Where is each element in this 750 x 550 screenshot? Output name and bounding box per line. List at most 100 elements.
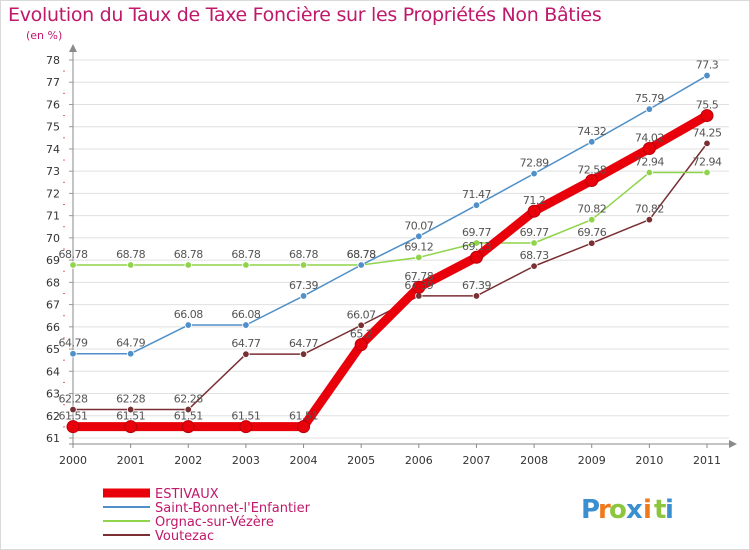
y-tick-label-62: 62: [46, 410, 60, 423]
y-axis-arrow: [69, 44, 77, 52]
brand-letter-2: o: [609, 495, 627, 525]
data-point-2-3: [242, 261, 250, 269]
y-tick-label-74: 74: [46, 143, 60, 156]
data-point-0-8: [527, 204, 541, 218]
y-tick-label-68: 68: [46, 276, 60, 289]
data-label-2-9: 70.82: [577, 203, 606, 216]
chart-title: Evolution du Taux de Taxe Foncière sur l…: [8, 4, 602, 26]
data-point-1-5: [357, 261, 365, 269]
data-label-1-5: 68.78: [347, 248, 376, 261]
data-point-1-9: [588, 138, 596, 146]
data-label-3-0: 62.28: [59, 393, 88, 406]
data-label-3-10: 70.82: [635, 203, 664, 216]
data-point-3-7: [472, 292, 481, 300]
x-tick-label-2008: 2008: [520, 454, 548, 467]
data-point-0-11: [700, 109, 714, 123]
chart-subtitle: (en %): [26, 29, 63, 42]
data-point-2-9: [588, 215, 596, 224]
y-tick-label-61: 61: [46, 432, 60, 445]
data-labels: 61.51 61.51 61.51 61.51 61.51 65.2 67.78 69.13 7…: [59, 59, 723, 423]
data-label-0-1: 61.51: [116, 410, 145, 423]
data-label-1-3: 66.08: [231, 308, 260, 321]
data-label-0-4: 61.51: [289, 410, 318, 423]
y-tick-label-77: 77: [46, 76, 60, 89]
x-tick-labels: 2000 2001 2002 2003 2004 2005 2006 2007 2008 2009…: [59, 454, 721, 467]
data-point-1-0: [69, 350, 77, 358]
data-point-3-11: [703, 139, 711, 148]
data-label-1-7: 71.47: [462, 188, 491, 201]
series-line-1: [72, 74, 708, 355]
series-lines: [68, 74, 712, 432]
data-point-2-10: [645, 168, 654, 177]
data-point-0-2: [181, 420, 195, 434]
data-point-0-10: [642, 141, 656, 155]
data-label-3-4: 64.77: [289, 337, 318, 350]
data-point-3-5: [357, 321, 365, 329]
data-label-1-9: 74.32: [577, 125, 606, 138]
x-tick-label-2004: 2004: [290, 454, 318, 467]
data-label-3-7: 67.39: [462, 279, 491, 292]
data-label-1-4: 67.39: [289, 279, 318, 292]
brand-letter-1: r: [598, 495, 611, 525]
y-tick-label-76: 76: [46, 98, 60, 111]
y-tick-label-69: 69: [46, 254, 60, 267]
data-label-2-8: 69.77: [520, 226, 549, 239]
data-label-1-6: 70.07: [404, 219, 433, 232]
data-point-0-1: [124, 420, 138, 434]
data-point-1-2: [184, 321, 192, 329]
x-tick-label-2005: 2005: [347, 454, 375, 467]
data-point-2-7: [472, 239, 481, 247]
x-tick-label-2009: 2009: [578, 454, 606, 467]
data-label-3-8: 68.73: [520, 249, 549, 262]
data-point-0-7: [469, 250, 483, 264]
y-tick-label-73: 73: [46, 165, 60, 178]
brand-letter-6: i: [665, 495, 674, 525]
data-point-1-11: [703, 71, 711, 80]
data-label-1-11: 77.3: [696, 59, 719, 72]
data-label-2-2: 68.78: [174, 248, 203, 261]
data-point-2-0: [69, 261, 77, 269]
data-point-3-8: [530, 262, 538, 270]
data-label-3-5: 66.07: [347, 308, 376, 321]
data-label-1-2: 66.08: [174, 308, 203, 321]
data-label-1-0: 64.79: [59, 337, 88, 350]
data-point-0-4: [297, 420, 311, 434]
y-tick-label-63: 63: [46, 388, 60, 401]
data-label-2-6: 69.12: [404, 240, 433, 253]
data-label-3-6: 67.39: [404, 279, 433, 292]
data-label-2-10: 72.94: [635, 156, 664, 169]
data-label-2-1: 68.78: [116, 248, 145, 261]
data-point-3-1: [126, 405, 135, 414]
data-point-1-4: [299, 292, 308, 300]
y-tick-label-75: 75: [46, 121, 60, 134]
x-tick-label-2007: 2007: [462, 454, 490, 467]
legend-label-3: Voutezac: [155, 529, 214, 544]
legend-label-0: ESTIVAUX: [155, 487, 219, 502]
legend-label-1: Saint-Bonnet-l'Enfantier: [155, 501, 311, 516]
y-tick-label-70: 70: [46, 232, 60, 245]
axes: [63, 44, 737, 448]
data-point-2-1: [126, 261, 135, 269]
data-point-1-6: [415, 232, 423, 241]
data-point-0-5: [354, 338, 368, 352]
data-label-0-10: 74.02: [635, 131, 664, 144]
proxiti-logo: Pro x i ti: [581, 495, 674, 525]
x-tick-label-2002: 2002: [174, 454, 202, 467]
data-point-3-10: [645, 215, 654, 224]
data-label-0-6: 67.78: [404, 270, 433, 283]
series-line-3: [72, 142, 708, 411]
data-point-1-3: [242, 321, 250, 329]
data-point-0-9: [585, 174, 599, 188]
data-point-2-4: [299, 261, 308, 269]
data-point-3-2: [184, 405, 192, 414]
series-line-2: [72, 171, 708, 266]
x-tick-label-2010: 2010: [635, 454, 663, 467]
x-tick-label-2001: 2001: [117, 454, 145, 467]
data-label-1-1: 64.79: [116, 337, 145, 350]
data-label-3-9: 69.76: [577, 226, 606, 239]
x-tick-label-2006: 2006: [405, 454, 433, 467]
data-point-3-3: [242, 350, 250, 358]
data-point-1-7: [472, 201, 481, 209]
brand-letter-0: P: [581, 495, 600, 525]
x-tick-label-2003: 2003: [232, 454, 260, 467]
